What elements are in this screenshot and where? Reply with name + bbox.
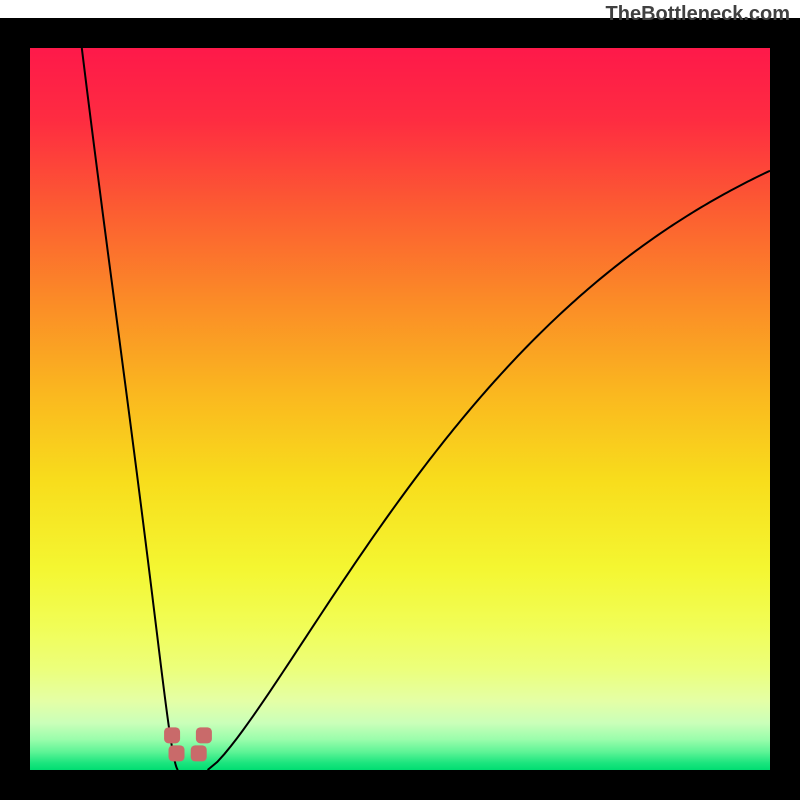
- valley-marker: [191, 745, 207, 761]
- valley-marker: [169, 745, 185, 761]
- watermark-text: TheBottleneck.com: [606, 3, 790, 25]
- valley-marker: [196, 727, 212, 743]
- valley-marker: [164, 727, 180, 743]
- plot-background: [30, 48, 770, 770]
- chart-container: TheBottleneck.com: [0, 0, 800, 800]
